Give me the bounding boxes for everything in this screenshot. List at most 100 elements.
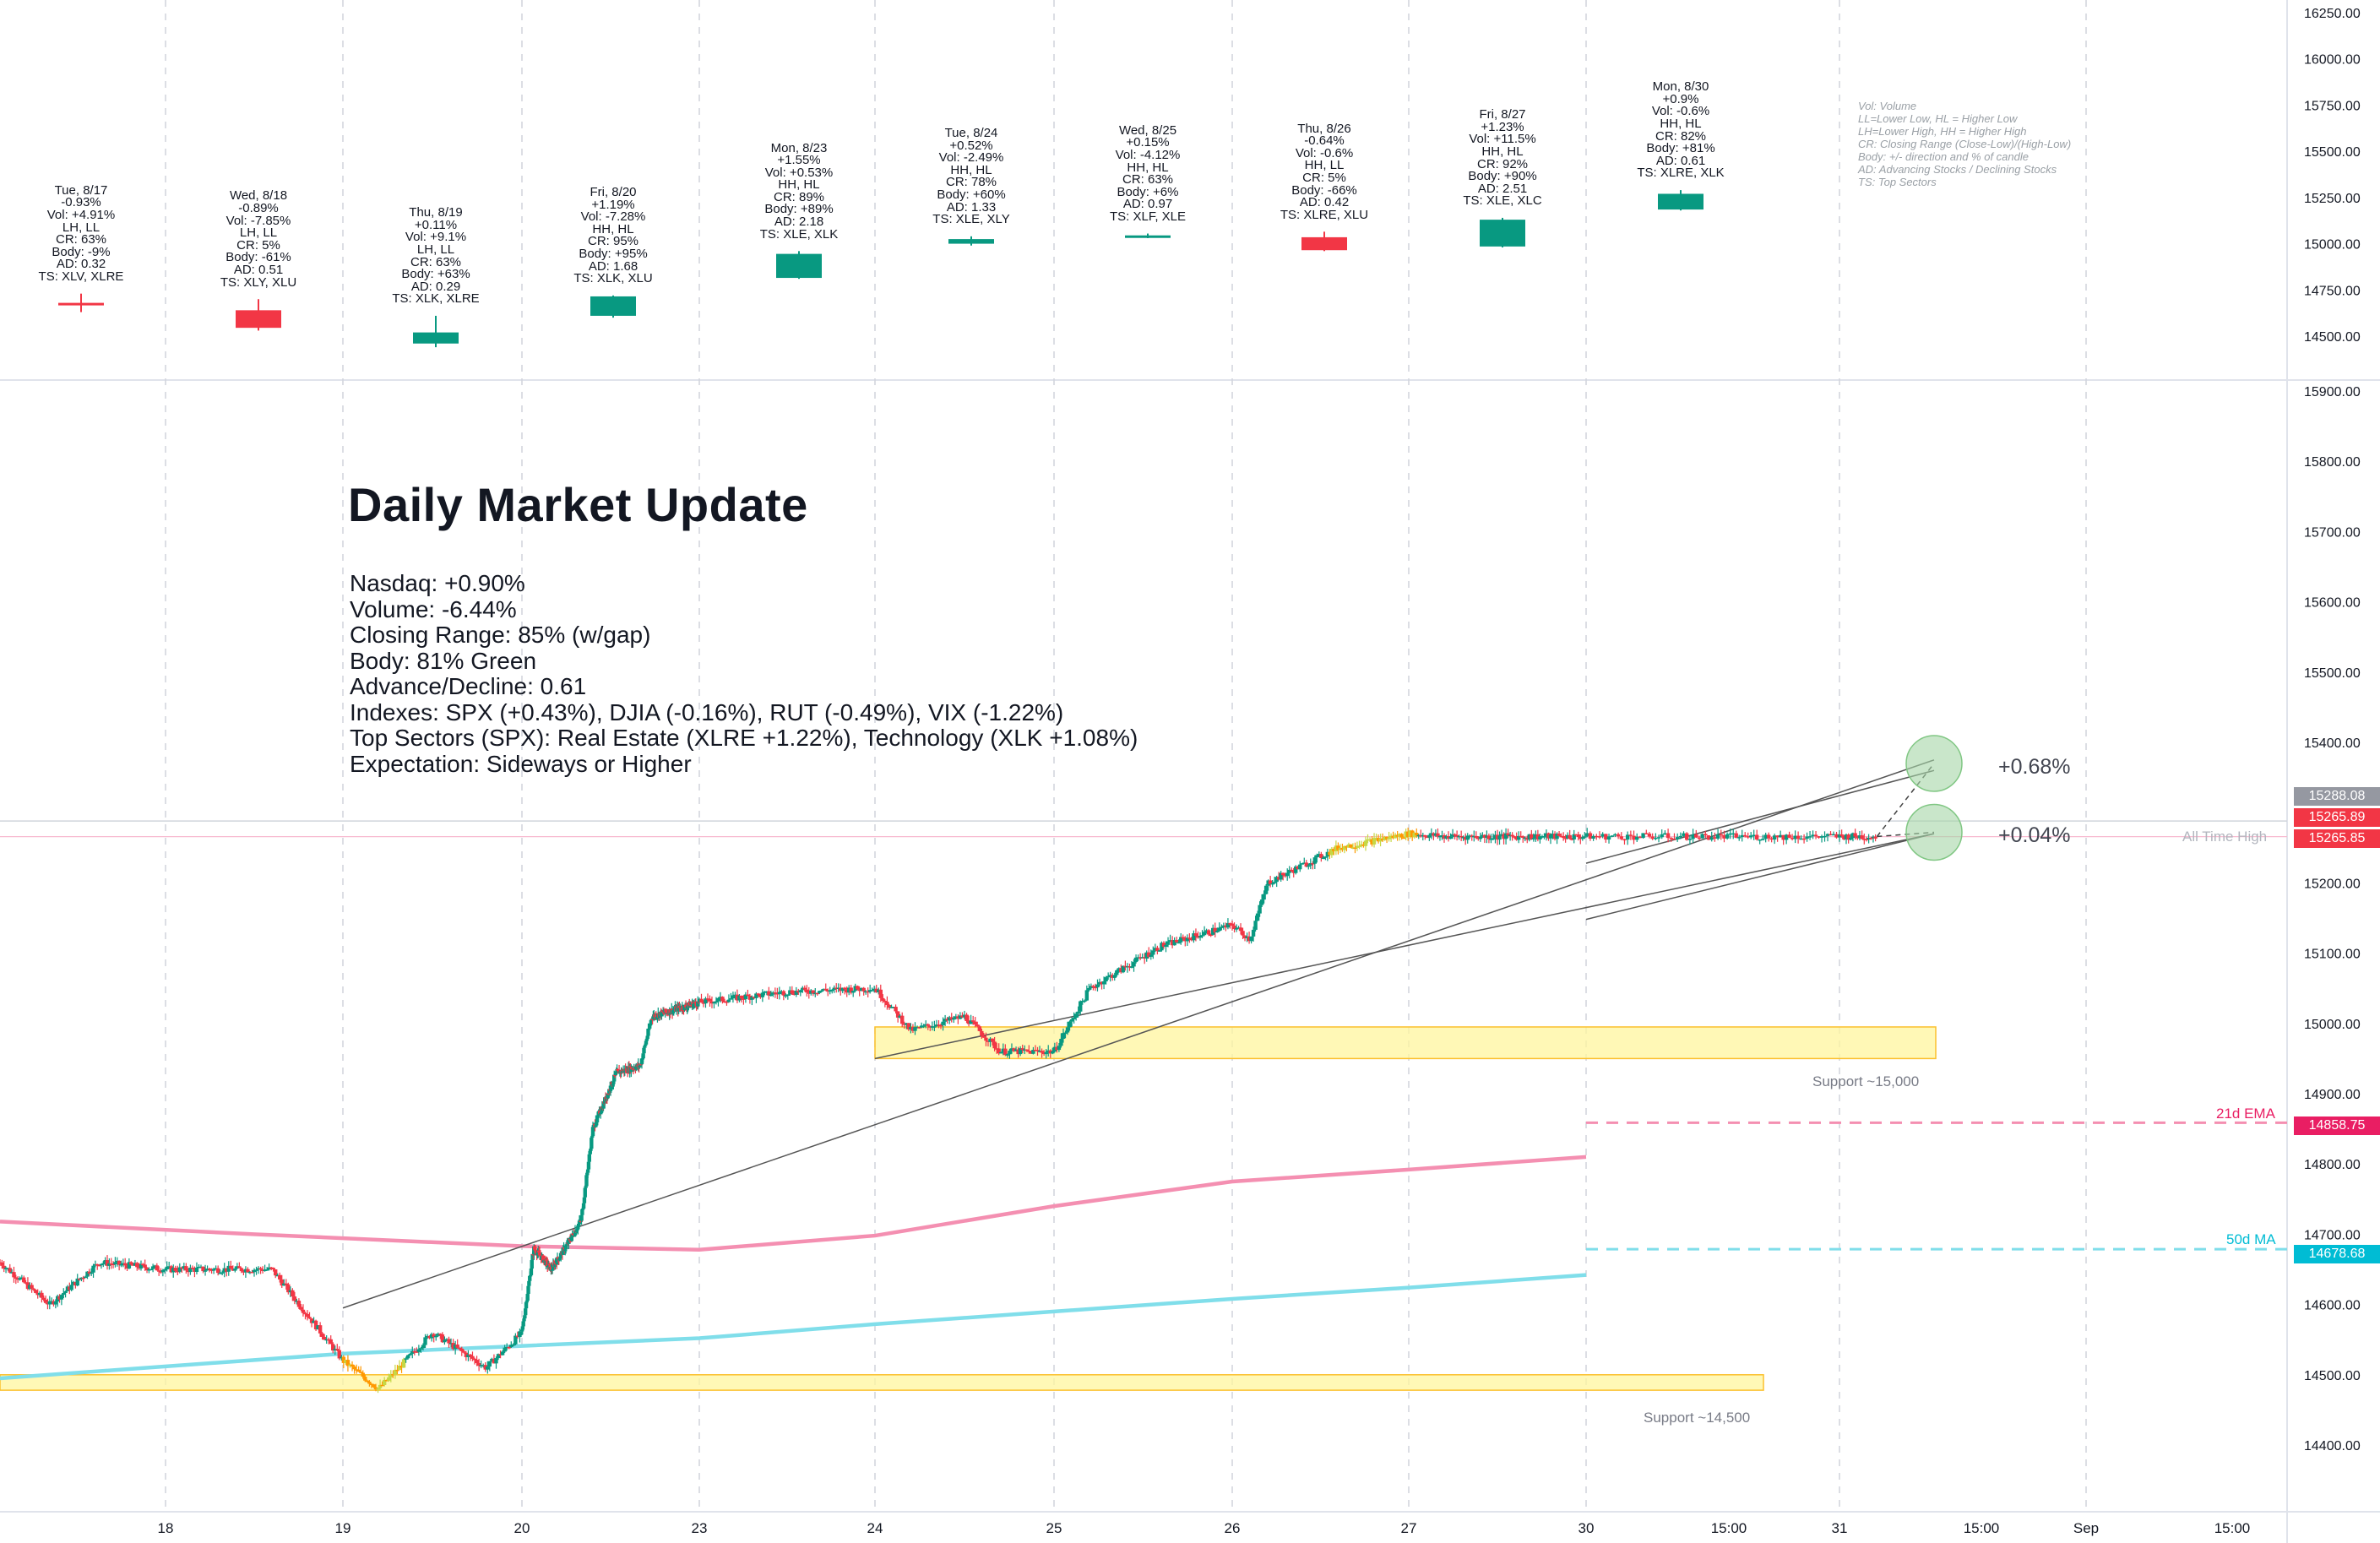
day-summary-line: Body: +95% xyxy=(579,247,648,262)
price-candle-body xyxy=(1442,835,1447,839)
price-candle-body xyxy=(1249,936,1253,942)
main-axis-tick-label: 14700.00 xyxy=(2304,1228,2361,1242)
price-candle-body xyxy=(105,1260,110,1266)
day-summary-line: +0.52% xyxy=(949,138,993,153)
price-candle-body xyxy=(644,1039,649,1041)
price-candle-body xyxy=(59,1295,64,1300)
price-candle-body xyxy=(1052,1046,1057,1052)
price-candle-body xyxy=(524,1301,530,1302)
price-candle-body xyxy=(1312,857,1318,864)
price-candle-body xyxy=(1437,835,1443,838)
price-candle-body xyxy=(503,1347,507,1352)
price-candle-body xyxy=(1061,1033,1066,1040)
summary-legend: Vol: Volume LL=Lower Low, HL = Higher Lo… xyxy=(1858,100,2071,188)
price-candle-body xyxy=(504,1346,509,1349)
price-candle-body xyxy=(1183,937,1187,942)
price-candle-body xyxy=(397,1365,402,1371)
day-summary-line: Body: +89% xyxy=(764,202,834,217)
price-candle-body xyxy=(205,1269,209,1271)
price-candle-body xyxy=(1839,834,1844,836)
price-candle-body xyxy=(1644,833,1649,834)
price-candle-body xyxy=(1253,921,1258,930)
price-candle-body xyxy=(122,1263,128,1266)
target-label-lower: +0.04% xyxy=(1998,823,2071,847)
price-candle-body xyxy=(1204,930,1209,932)
price-candle-body xyxy=(1353,847,1357,849)
price-candle-body xyxy=(716,997,720,1002)
price-candle-body xyxy=(1387,837,1391,839)
price-candle-body xyxy=(1412,833,1416,838)
price-candle-body xyxy=(389,1373,394,1377)
price-candle-body xyxy=(600,1106,605,1111)
day-summary-line: Body: -61% xyxy=(226,250,291,265)
price-candle-body xyxy=(1837,834,1842,838)
day-summary-line: HH, HL xyxy=(592,221,634,236)
price-candle-body xyxy=(601,1101,606,1109)
price-candle-body xyxy=(369,1383,374,1386)
price-candle-body xyxy=(937,1024,941,1026)
price-candle-body xyxy=(1140,957,1144,959)
price-candle-body xyxy=(222,1268,226,1273)
price-candle-body xyxy=(350,1364,355,1367)
price-candle-body xyxy=(1072,1018,1076,1019)
day-summary-line: AD: 0.42 xyxy=(1299,195,1350,210)
price-candle-body xyxy=(1149,954,1153,957)
price-candle-body xyxy=(1468,835,1472,837)
price-candle-body xyxy=(611,1081,616,1084)
price-candle-body xyxy=(1811,834,1815,837)
price-candle-body xyxy=(1259,899,1264,905)
price-candle-body xyxy=(155,1265,160,1271)
price-candle-body xyxy=(434,1335,438,1338)
price-candle-body xyxy=(1123,965,1128,968)
price-candle-body xyxy=(840,987,845,992)
price-candle-body xyxy=(103,1260,107,1263)
price-candle-body xyxy=(190,1267,195,1269)
price-candle-body xyxy=(577,1224,581,1226)
stat-top-sectors: Top Sectors (SPX): Real Estate (XLRE +1.… xyxy=(350,725,1138,751)
price-candle-body xyxy=(475,1360,479,1363)
price-candle-body xyxy=(1213,927,1217,932)
price-candle-body xyxy=(559,1252,563,1258)
price-candle-body xyxy=(284,1283,288,1285)
price-candle-body xyxy=(1170,940,1175,946)
price-candle-body xyxy=(242,1271,246,1273)
price-candle-body xyxy=(393,1369,398,1375)
day-summary-line: TS: XLRE, XLK xyxy=(1637,166,1725,181)
ema21-label: 21d EMA xyxy=(2216,1106,2275,1122)
support-zone-15000 xyxy=(874,1026,1937,1060)
day-summary-line: Vol: -0.6% xyxy=(1651,104,1710,119)
price-candle-body xyxy=(1604,834,1608,840)
price-candle-body xyxy=(1087,987,1091,991)
price-candle-body xyxy=(233,1268,237,1271)
price-candle-body xyxy=(528,1275,532,1281)
price-candle-body xyxy=(256,1268,261,1270)
price-candle-body xyxy=(952,1018,956,1020)
day-summary-line: -0.93% xyxy=(61,195,101,210)
price-candle-body xyxy=(1380,838,1385,840)
price-candle-body xyxy=(563,1245,568,1250)
price-candle-body xyxy=(1076,1011,1080,1014)
price-candle-body xyxy=(887,1005,892,1008)
price-candle-body xyxy=(631,1068,636,1070)
price-candle-body xyxy=(1446,835,1451,839)
price-candle-body xyxy=(1157,950,1162,952)
price-candle-body xyxy=(46,1302,50,1305)
price-candle-body xyxy=(292,1296,297,1301)
price-candle-body xyxy=(384,1379,389,1382)
price-candle-body xyxy=(1247,936,1252,942)
day-summary-line: CR: 89% xyxy=(773,189,825,204)
price-candle-body xyxy=(1595,835,1599,838)
price-candle-body xyxy=(421,1345,426,1349)
price-candle-body xyxy=(1706,835,1711,840)
price-candle-body xyxy=(1514,836,1519,840)
price-candle-body xyxy=(125,1265,129,1269)
price-candle-body xyxy=(1591,835,1595,839)
price-candle-body xyxy=(1020,1048,1024,1051)
price-candle-body xyxy=(171,1268,176,1273)
summary-candle-body xyxy=(1480,220,1525,247)
day-summary-line: AD: 2.51 xyxy=(1477,181,1528,196)
price-candle-body xyxy=(1425,836,1430,839)
price-candle-body xyxy=(515,1335,520,1338)
price-candle-body xyxy=(1746,836,1750,838)
price-candle-body xyxy=(561,1247,565,1255)
